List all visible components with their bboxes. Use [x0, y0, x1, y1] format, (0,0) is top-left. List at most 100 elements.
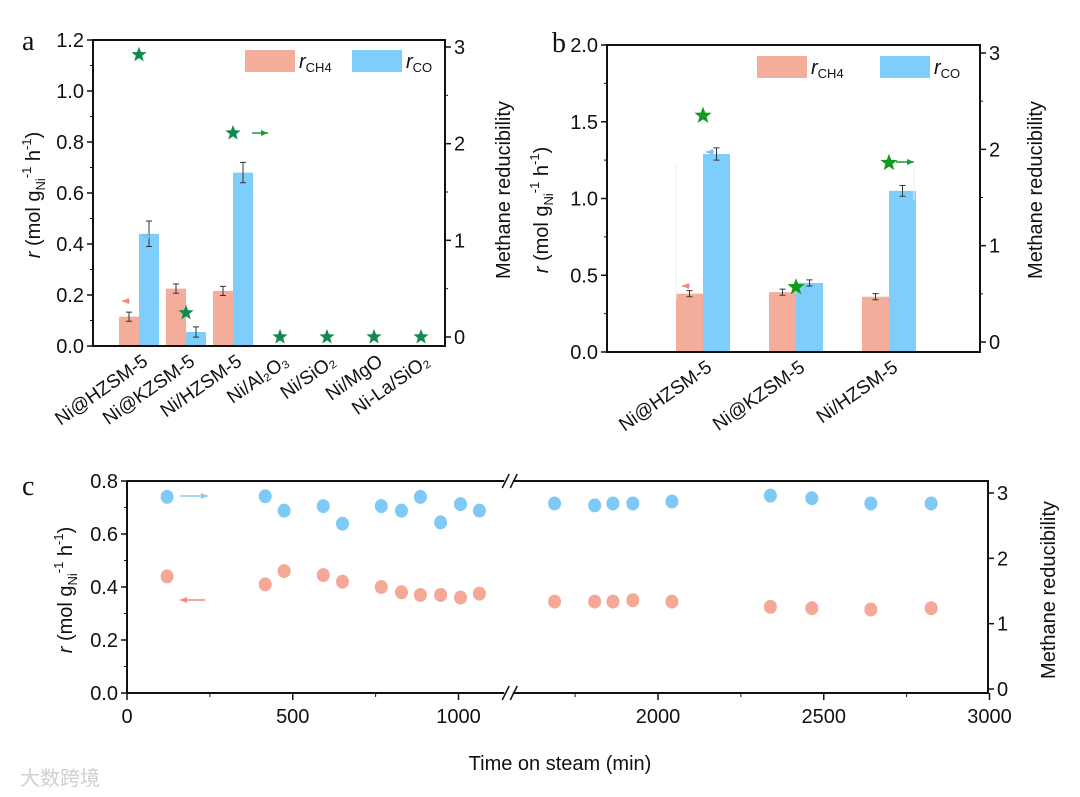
- methane-reducibility-star: [272, 329, 288, 344]
- bar-co: [186, 331, 206, 346]
- y-tick-label: 1.5: [570, 112, 598, 134]
- error-bar: [872, 293, 879, 301]
- y-tick-label: 0.2: [56, 285, 84, 307]
- co-axis-arrow-head: [706, 149, 713, 155]
- data-point-reducibility: [277, 503, 291, 518]
- panel-label-c: c: [22, 471, 34, 502]
- bar-co: [233, 172, 253, 346]
- data-point-ch4: [394, 585, 408, 600]
- data-point-ch4: [548, 594, 562, 609]
- data-point-reducibility: [763, 488, 777, 503]
- methane-reducibility-star: [413, 329, 429, 344]
- y-tick-label: 0.5: [570, 265, 598, 287]
- y2-tick-label: 1: [997, 614, 1008, 636]
- data-point-ch4: [626, 593, 640, 608]
- methane-reducibility-star: [225, 125, 241, 140]
- data-point-reducibility: [413, 489, 427, 504]
- panel-label-b: b: [552, 28, 566, 59]
- y-tick-label: 0.4: [90, 577, 118, 599]
- y-tick-label: 2.0: [570, 35, 598, 57]
- ch4-axis-arrow-head: [180, 597, 187, 603]
- data-point-ch4: [413, 587, 427, 602]
- methane-reducibility-star: [131, 46, 147, 62]
- data-point-ch4: [805, 601, 819, 616]
- data-point-ch4: [160, 569, 174, 584]
- bar-co: [139, 233, 159, 346]
- data-point-reducibility: [548, 496, 562, 511]
- data-point-reducibility: [160, 489, 174, 504]
- data-point-ch4: [763, 599, 777, 614]
- y2-tick-label: 0: [997, 679, 1008, 701]
- y2-tick-label: 1: [454, 230, 465, 252]
- data-point-ch4: [277, 564, 291, 579]
- data-point-reducibility: [924, 496, 938, 511]
- methane-reducibility-star: [319, 329, 335, 344]
- data-point-ch4: [924, 601, 938, 616]
- y2-tick-label: 0: [454, 327, 465, 349]
- y2-tick-label: 2: [997, 548, 1008, 570]
- methane-reducibility-star: [880, 153, 898, 171]
- bar-co: [796, 282, 823, 352]
- legend-label-co: rCO: [934, 57, 960, 81]
- y2-tick-label: 2: [989, 139, 1000, 161]
- y-axis-label-right-a: Methane reducibility: [493, 101, 515, 279]
- legend-swatch-ch4: [245, 50, 295, 72]
- legend-label-co: rCO: [406, 51, 432, 75]
- bar-ch4: [676, 293, 703, 352]
- y2-tick-label: 3: [997, 483, 1008, 505]
- bar-co: [889, 190, 916, 352]
- data-point-ch4: [316, 568, 330, 583]
- data-point-reducibility: [472, 503, 486, 518]
- data-point-reducibility: [588, 498, 602, 513]
- data-point-reducibility: [316, 499, 330, 514]
- error-bar: [806, 279, 813, 287]
- data-point-reducibility: [453, 497, 467, 512]
- error-bar: [193, 326, 199, 338]
- error-bar: [220, 285, 226, 297]
- x-tick-label: 0: [121, 706, 132, 728]
- x-tick-label: Ni/HZSM-5: [813, 357, 902, 428]
- data-point-ch4: [665, 594, 679, 609]
- data-point-reducibility: [335, 516, 349, 531]
- y-axis-label-left-c: r (mol gNi-1 h-1): [51, 527, 80, 654]
- bar-ch4: [769, 292, 796, 352]
- methane-reducibility-star: [366, 329, 382, 344]
- plot-frame: [127, 480, 989, 694]
- y-tick-label: 0.0: [90, 683, 118, 705]
- bar-ch4: [166, 288, 186, 346]
- y-tick-label: 0.4: [56, 234, 84, 256]
- y-axis-label-left-b: r (mol gNi-1 h-1): [527, 147, 556, 274]
- reducibility-axis-arrow-head: [261, 130, 268, 136]
- data-point-ch4: [258, 577, 272, 592]
- data-point-reducibility: [374, 499, 388, 514]
- y-tick-label: 1.0: [570, 189, 598, 211]
- methane-reducibility-star: [694, 106, 712, 123]
- bar-co: [703, 153, 730, 352]
- error-bar: [686, 290, 693, 298]
- axis-break-mark: [501, 473, 518, 489]
- bar-ch4: [862, 296, 889, 352]
- error-bar: [173, 283, 179, 294]
- x-tick-label: 3000: [967, 706, 1012, 728]
- chart-c: 0 500 1000 2000 2500 3000 0.0 0.2 0.4 0.6 0.8 0 1 2 3 T…: [51, 471, 1060, 775]
- data-point-reducibility: [258, 489, 272, 504]
- y-axis-label-right-b: Methane reducibility: [1025, 101, 1047, 279]
- data-point-ch4: [335, 574, 349, 589]
- y2-tick-label: 3: [989, 43, 1000, 65]
- x-tick-label: 2500: [802, 706, 847, 728]
- data-point-ch4: [374, 580, 388, 594]
- y-tick-label: 0.2: [90, 630, 118, 652]
- bar-ch4: [119, 316, 139, 346]
- data-point-reducibility: [434, 515, 448, 530]
- legend-label-ch4: rCH4: [811, 57, 844, 81]
- y2-tick-label: 2: [454, 134, 465, 156]
- legend-swatch-co: [880, 56, 930, 78]
- y-axis-label-left-a: r (mol gNi-1 h-1): [19, 132, 48, 259]
- x-tick-label: 2000: [636, 706, 681, 728]
- data-point-ch4: [864, 602, 878, 617]
- bar-ch4: [213, 290, 233, 346]
- y-tick-label: 0.0: [570, 342, 598, 364]
- y2-tick-label: 3: [454, 37, 465, 59]
- data-point-ch4: [434, 587, 448, 602]
